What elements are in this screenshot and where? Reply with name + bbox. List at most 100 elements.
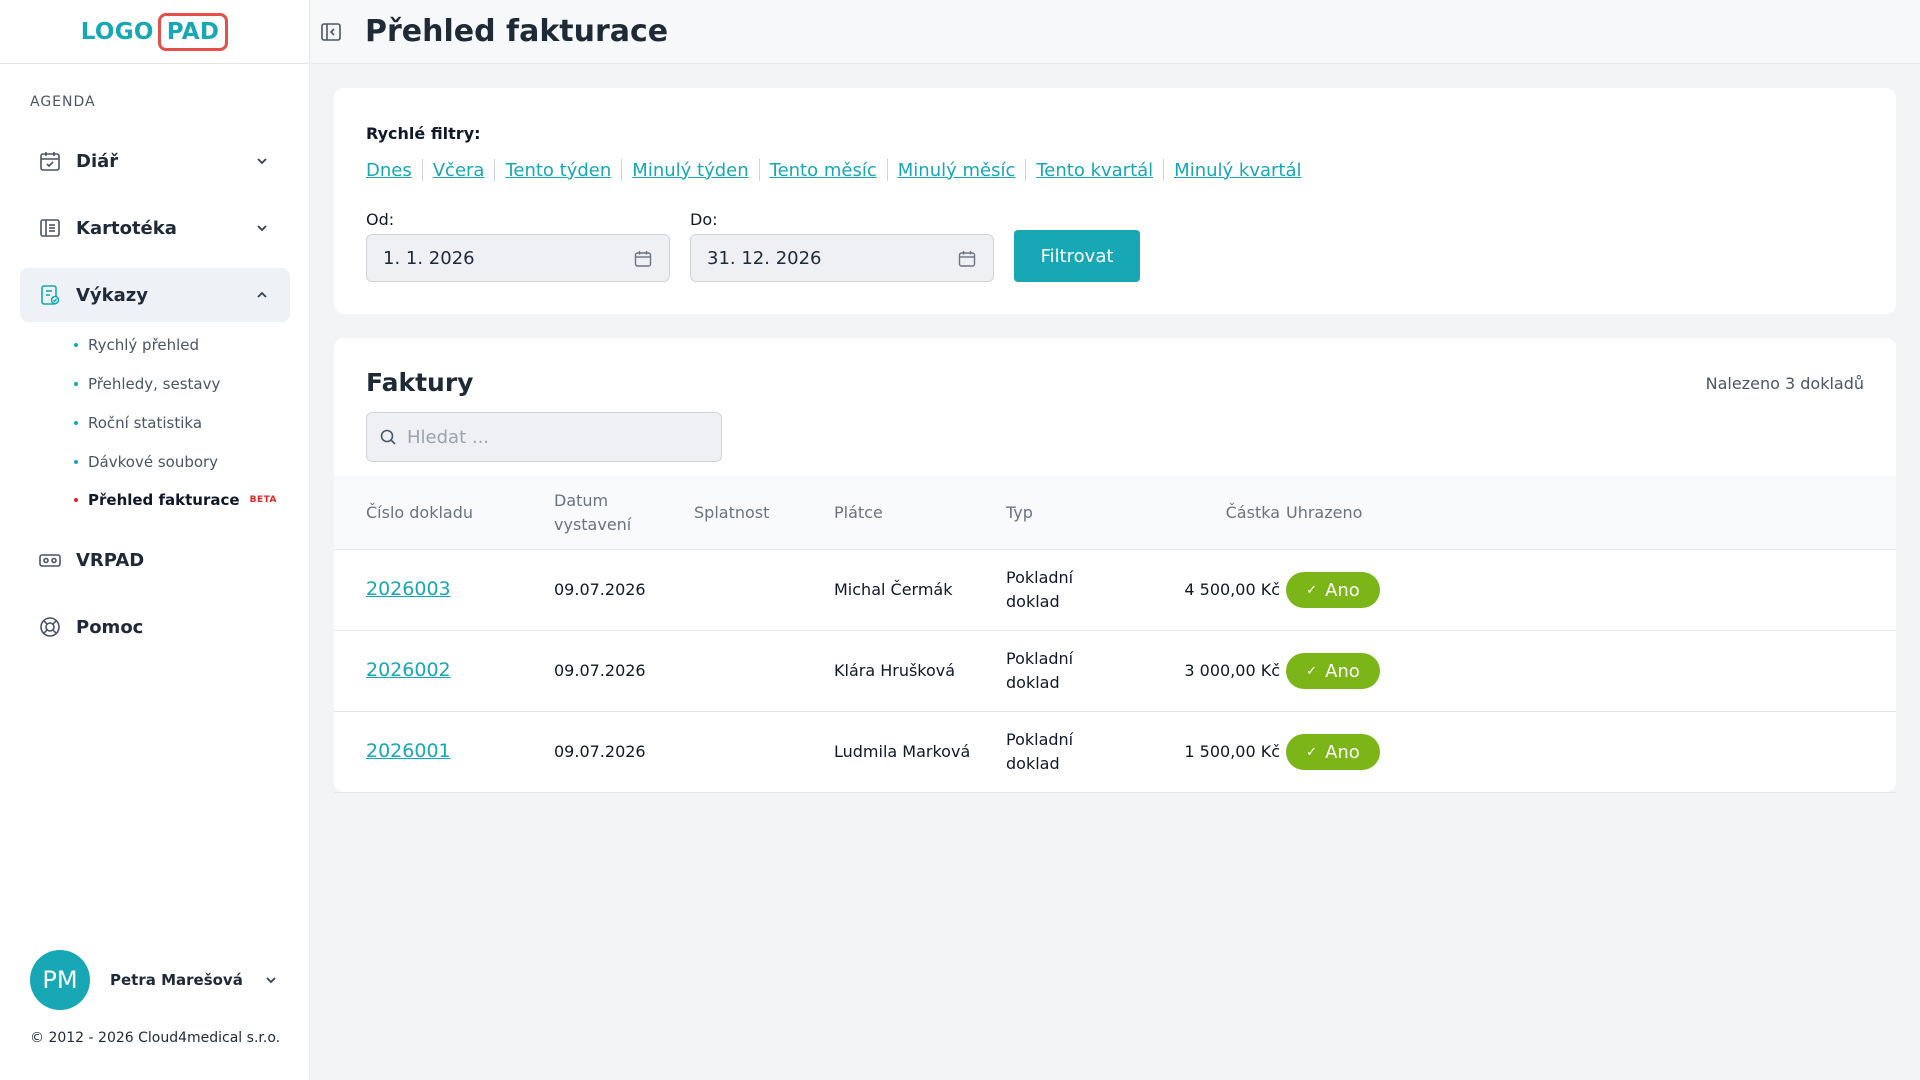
filter-card: Rychlé filtry: Dnes Včera Tento týden Mi…	[334, 88, 1896, 314]
sidebar-item-diar[interactable]: Diář	[20, 134, 290, 188]
paid-badge: ✓ Ano	[1286, 572, 1380, 608]
search-input[interactable]	[407, 426, 707, 448]
sidebar-subitem-rocni-statistika[interactable]: Roční statistika	[74, 414, 202, 432]
divider	[1163, 159, 1165, 181]
paid-badge: ✓ Ano	[1286, 734, 1380, 770]
cell-issued: 09.07.2026	[554, 742, 646, 761]
sidebar-item-pomoc[interactable]: Pomoc	[20, 600, 290, 654]
column-header-datum[interactable]: Datum vystavení	[554, 491, 632, 534]
sidebar-item-label: Diář	[76, 150, 119, 172]
lifebuoy-icon	[38, 615, 62, 639]
sidebar-subitem-prehled-fakturace[interactable]: Přehled fakturace BETA	[74, 491, 277, 509]
paid-label: Ano	[1325, 741, 1360, 763]
calendar-icon[interactable]	[633, 249, 653, 269]
date-to-field[interactable]: 31. 12. 2026	[690, 234, 994, 282]
sidebar-subitem-prehledy-sestavy[interactable]: Přehledy, sestavy	[74, 375, 220, 393]
chevron-down-icon	[266, 977, 276, 984]
paid-label: Ano	[1325, 660, 1360, 682]
logo-text-logo: LOGO	[80, 18, 154, 45]
cell-type-line2: doklad	[1006, 673, 1060, 692]
chevron-down-icon	[257, 225, 267, 232]
sidebar-subitem-rychly-prehled[interactable]: Rychlý přehled	[74, 336, 199, 354]
calendar-icon[interactable]	[957, 249, 977, 269]
check-icon: ✓	[1306, 582, 1318, 598]
filter-button[interactable]: Filtrovat	[1014, 230, 1140, 282]
cell-issued: 09.07.2026	[554, 661, 646, 680]
vr-icon	[38, 548, 62, 572]
cell-amount: 1 500,00 Kč	[1184, 742, 1280, 761]
column-header-platce[interactable]: Plátce	[834, 503, 883, 522]
bullet-dot	[74, 498, 78, 502]
quick-filter-minuly-tyden[interactable]: Minulý týden	[632, 159, 749, 181]
user-menu[interactable]: PM Petra Marešová	[30, 950, 280, 1010]
invoice-number-link[interactable]: 2026002	[366, 659, 451, 681]
divider	[886, 159, 888, 181]
sidebar-item-vykazy[interactable]: Výkazy	[20, 268, 290, 322]
invoices-title: Faktury	[366, 368, 474, 397]
paid-badge: ✓ Ano	[1286, 653, 1380, 689]
date-from-field[interactable]: 1. 1. 2026	[366, 234, 670, 282]
paid-label: Ano	[1325, 579, 1360, 601]
divider	[621, 159, 623, 181]
sidebar-subitem-davkove-soubory[interactable]: Dávkové soubory	[74, 453, 218, 471]
cell-payer: Ludmila Marková	[834, 742, 971, 761]
logo[interactable]: LOGO PAD	[80, 12, 229, 51]
invoice-number-link[interactable]: 2026003	[366, 578, 451, 600]
quick-filter-minuly-kvartal[interactable]: Minulý kvartál	[1174, 159, 1302, 181]
divider	[758, 159, 760, 181]
results-count: Nalezeno 3 dokladů	[1705, 374, 1864, 393]
sidebar: LOGO PAD AGENDA Diář Kartotéka Výkazy Ry…	[0, 0, 310, 1080]
card-index-icon	[38, 216, 62, 240]
sidebar-item-label: Pomoc	[76, 616, 144, 638]
avatar: PM	[30, 950, 90, 1010]
date-from-label: Od:	[366, 210, 395, 229]
user-name: Petra Marešová	[110, 971, 243, 989]
check-icon: ✓	[1306, 663, 1318, 679]
calendar-icon	[38, 149, 62, 173]
quick-filter-tento-tyden[interactable]: Tento týden	[505, 159, 612, 181]
invoice-number-link[interactable]: 2026001	[366, 740, 451, 762]
column-header-castka[interactable]: Částka	[1225, 503, 1280, 522]
sidebar-subitem-label: Přehledy, sestavy	[88, 375, 221, 393]
quick-filter-dnes[interactable]: Dnes	[366, 159, 412, 181]
quick-filter-tento-mesic[interactable]: Tento měsíc	[769, 159, 877, 181]
cell-type-line2: doklad	[1006, 592, 1060, 611]
cell-payer: Michal Čermák	[834, 580, 953, 599]
sidebar-item-vrpad[interactable]: VRPAD	[20, 533, 290, 587]
column-header-splatnost[interactable]: Splatnost	[694, 503, 770, 522]
bullet-dot	[74, 460, 78, 464]
column-header-uhrazeno[interactable]: Uhrazeno	[1286, 503, 1363, 522]
cell-issued: 09.07.2026	[554, 580, 646, 599]
quick-filter-vcera[interactable]: Včera	[432, 159, 485, 181]
logo-area: LOGO PAD	[0, 0, 309, 64]
chevron-down-icon	[257, 158, 267, 165]
column-header-cislo[interactable]: Číslo dokladu	[366, 503, 474, 522]
chevron-up-icon	[257, 291, 267, 298]
bullet-dot	[74, 382, 78, 386]
cell-amount: 3 000,00 Kč	[1184, 661, 1280, 680]
cell-payer: Klára Hrušková	[834, 661, 956, 680]
sidebar-subitem-label: Roční statistika	[88, 414, 203, 432]
beta-badge: BETA	[249, 495, 277, 505]
table-row: 2026003 09.07.2026 Michal Čermák Pokladn…	[334, 550, 1896, 631]
section-label-agenda: AGENDA	[30, 94, 96, 110]
collapse-sidebar-icon[interactable]	[319, 20, 343, 44]
copyright: © 2012 - 2026 Cloud4medical s.r.o.	[30, 1030, 281, 1046]
divider	[494, 159, 496, 181]
date-to-value: 31. 12. 2026	[707, 247, 822, 269]
sidebar-item-kartoteka[interactable]: Kartotéka	[20, 201, 290, 255]
table-row: 2026001 09.07.2026 Ludmila Marková Pokla…	[334, 712, 1896, 793]
page-title: Přehled fakturace	[365, 14, 669, 49]
table-row: 2026002 09.07.2026 Klára Hrušková Poklad…	[334, 631, 1896, 712]
cell-amount: 4 500,00 Kč	[1184, 580, 1280, 599]
search-box[interactable]	[366, 412, 722, 462]
divider	[421, 159, 423, 181]
sidebar-subitem-label: Rychlý přehled	[88, 336, 200, 354]
sidebar-item-label: Výkazy	[76, 284, 148, 306]
quick-filter-minuly-mesic[interactable]: Minulý měsíc	[897, 159, 1016, 181]
invoices-card: Faktury Nalezeno 3 dokladů Číslo dokladu…	[334, 338, 1896, 793]
quick-filter-tento-kvartal[interactable]: Tento kvartál	[1036, 159, 1154, 181]
divider	[1025, 159, 1027, 181]
column-header-typ[interactable]: Typ	[1006, 503, 1033, 522]
sidebar-item-label: Kartotéka	[76, 217, 177, 239]
